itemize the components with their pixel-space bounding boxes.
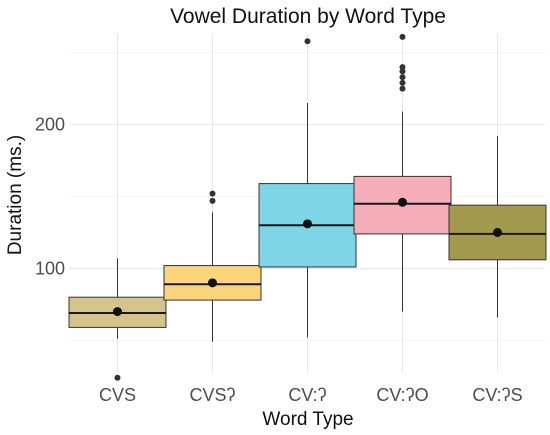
y-axis-title: Duration (ms.) (5, 135, 26, 255)
box-plot-2 (163, 190, 262, 342)
x-tick-labels: CVS CVSʔ CV:ʔ CV:ʔO CV:ʔS (99, 385, 523, 405)
outlier-point (399, 68, 406, 75)
outlier-point (399, 74, 406, 81)
outlier-point (399, 79, 406, 86)
mean-point (493, 227, 502, 237)
outlier-point (399, 33, 406, 40)
boxes (68, 33, 547, 381)
box-plot-3 (258, 38, 357, 338)
y-tick-label: 200 (35, 115, 65, 135)
box-plot-1 (68, 258, 167, 381)
box-plot-5 (448, 136, 547, 318)
outlier-point (399, 85, 406, 92)
x-tick-label: CVSʔ (189, 385, 235, 405)
x-tick-label: CVS (99, 385, 136, 405)
mean-point (113, 307, 122, 317)
chart-title: Vowel Duration by Word Type (170, 5, 446, 28)
outlier-point (209, 197, 216, 204)
outlier-point (114, 374, 121, 381)
y-tick-label: 100 (35, 258, 65, 278)
outlier-point (304, 38, 311, 45)
x-tick-label: CV:ʔ (288, 385, 326, 405)
x-tick-label: CV:ʔS (472, 385, 522, 405)
box-plot-4 (353, 33, 452, 312)
x-tick-label: CV:ʔO (376, 385, 428, 405)
y-tick-labels: 100 200 (35, 115, 65, 279)
outlier-point (209, 190, 216, 197)
outlier-point (399, 64, 406, 71)
mean-point (208, 278, 217, 288)
mean-point (398, 197, 407, 207)
mean-point (303, 219, 312, 229)
x-axis-title: Word Type (262, 409, 353, 430)
